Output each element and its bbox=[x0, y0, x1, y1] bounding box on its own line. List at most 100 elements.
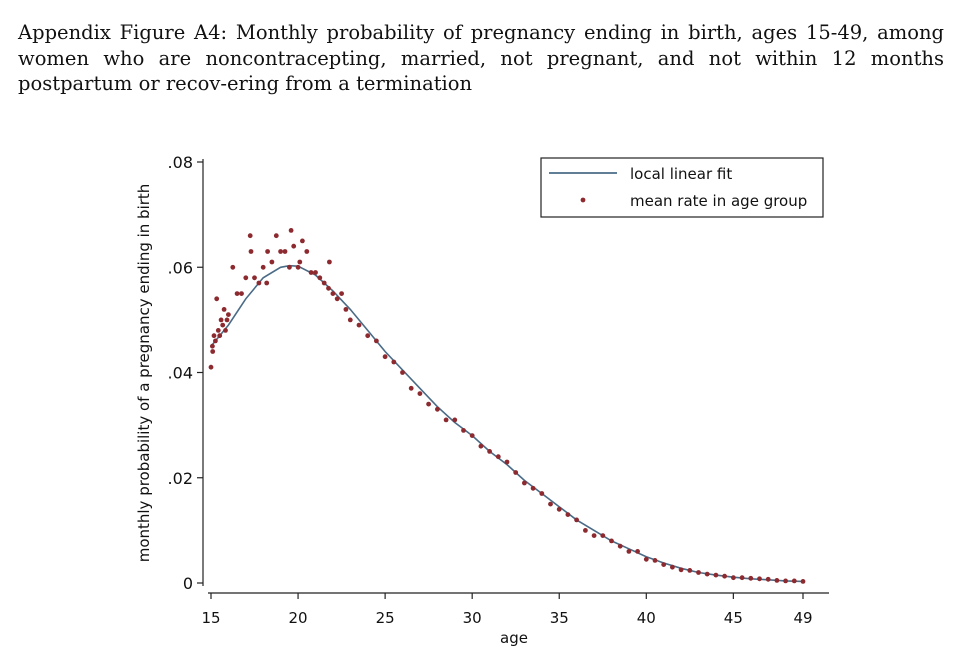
data-point bbox=[583, 528, 588, 533]
data-point bbox=[321, 280, 327, 286]
x-tick-label: 49 bbox=[793, 609, 812, 627]
data-point bbox=[513, 470, 519, 475]
data-point bbox=[739, 575, 745, 581]
data-point bbox=[495, 454, 501, 460]
legend-label-points: mean rate in age group bbox=[630, 192, 807, 210]
data-point bbox=[374, 338, 379, 344]
data-point bbox=[265, 249, 270, 254]
data-point bbox=[215, 328, 221, 333]
data-point bbox=[435, 406, 440, 412]
data-point bbox=[317, 275, 323, 281]
data-point bbox=[291, 243, 297, 249]
y-tick-label: .04 bbox=[168, 364, 193, 383]
data-point bbox=[478, 443, 484, 449]
data-point bbox=[365, 333, 371, 339]
data-point bbox=[426, 401, 431, 407]
data-point bbox=[213, 338, 218, 344]
data-point bbox=[670, 564, 675, 570]
data-point bbox=[347, 317, 353, 323]
data-point bbox=[687, 568, 693, 573]
fit-line bbox=[210, 264, 804, 583]
data-point bbox=[356, 322, 362, 328]
data-point bbox=[339, 291, 344, 296]
data-point bbox=[591, 533, 597, 538]
data-point bbox=[326, 285, 331, 291]
data-point bbox=[211, 333, 217, 339]
data-point bbox=[243, 275, 249, 281]
x-tick-label: 20 bbox=[289, 609, 308, 627]
data-point bbox=[234, 291, 240, 296]
data-point bbox=[256, 280, 262, 286]
data-point bbox=[252, 275, 257, 281]
data-point bbox=[214, 296, 220, 302]
data-point bbox=[443, 417, 449, 423]
data-point bbox=[269, 259, 275, 265]
data-point bbox=[452, 417, 458, 423]
data-point bbox=[417, 391, 423, 396]
x-axis-title: age bbox=[500, 629, 528, 647]
data-point bbox=[343, 307, 349, 312]
data-point bbox=[731, 575, 736, 581]
points-layer bbox=[208, 228, 806, 584]
data-point bbox=[210, 343, 215, 349]
data-point bbox=[609, 538, 614, 544]
data-point bbox=[382, 354, 388, 360]
data-point bbox=[652, 558, 658, 563]
data-point bbox=[239, 291, 244, 296]
data-point bbox=[334, 296, 340, 302]
y-axis-title: monthly probability of a pregnancy endin… bbox=[135, 184, 153, 563]
data-point bbox=[530, 485, 536, 491]
data-point bbox=[327, 259, 332, 265]
data-point bbox=[748, 575, 754, 581]
x-tick-label: 25 bbox=[376, 609, 395, 627]
data-point bbox=[287, 264, 292, 270]
data-point bbox=[282, 249, 288, 254]
x-tick-label: 15 bbox=[201, 609, 220, 627]
x-tick-label: 45 bbox=[724, 609, 743, 627]
data-point bbox=[487, 449, 492, 454]
data-point bbox=[273, 233, 279, 239]
data-point bbox=[297, 259, 303, 265]
data-point bbox=[210, 349, 216, 354]
data-point bbox=[704, 571, 710, 577]
data-point bbox=[504, 459, 510, 465]
y-tick-label: .06 bbox=[168, 258, 193, 277]
data-point bbox=[221, 307, 227, 312]
data-point bbox=[626, 549, 632, 554]
data-point bbox=[288, 228, 294, 233]
figure-caption: Appendix Figure A4: Monthly probability … bbox=[18, 21, 944, 95]
data-point bbox=[408, 385, 414, 391]
data-point bbox=[574, 517, 579, 523]
data-point bbox=[791, 578, 797, 584]
data-point bbox=[400, 370, 405, 375]
data-point bbox=[696, 570, 701, 575]
legend-box bbox=[540, 157, 824, 218]
y-tick-label: 0 bbox=[183, 574, 193, 593]
data-point bbox=[330, 291, 336, 296]
data-point bbox=[300, 238, 305, 244]
data-point bbox=[539, 491, 545, 496]
data-point bbox=[661, 562, 667, 567]
data-point bbox=[461, 428, 466, 433]
data-point bbox=[617, 543, 623, 549]
data-point bbox=[678, 567, 684, 573]
data-point bbox=[722, 573, 727, 579]
data-point bbox=[313, 270, 318, 275]
data-point bbox=[304, 249, 310, 254]
chart-legend: local linear fit mean rate in age group bbox=[540, 157, 824, 218]
data-point bbox=[217, 333, 223, 339]
x-tick-label: 35 bbox=[550, 609, 569, 627]
legend-point-swatch bbox=[580, 197, 586, 203]
data-point bbox=[556, 506, 562, 512]
chart-axes: 0 .02 .04 .06 .08 15 20 25 30 35 40 45 49 age monthly … bbox=[135, 153, 829, 647]
data-point bbox=[713, 572, 719, 578]
data-point bbox=[308, 270, 314, 275]
data-point bbox=[800, 579, 806, 584]
data-point bbox=[260, 264, 266, 270]
data-point bbox=[248, 249, 254, 254]
y-tick-label: .08 bbox=[168, 153, 193, 172]
y-tick-label: .02 bbox=[168, 469, 193, 488]
data-point bbox=[264, 280, 270, 286]
data-point bbox=[783, 578, 788, 584]
